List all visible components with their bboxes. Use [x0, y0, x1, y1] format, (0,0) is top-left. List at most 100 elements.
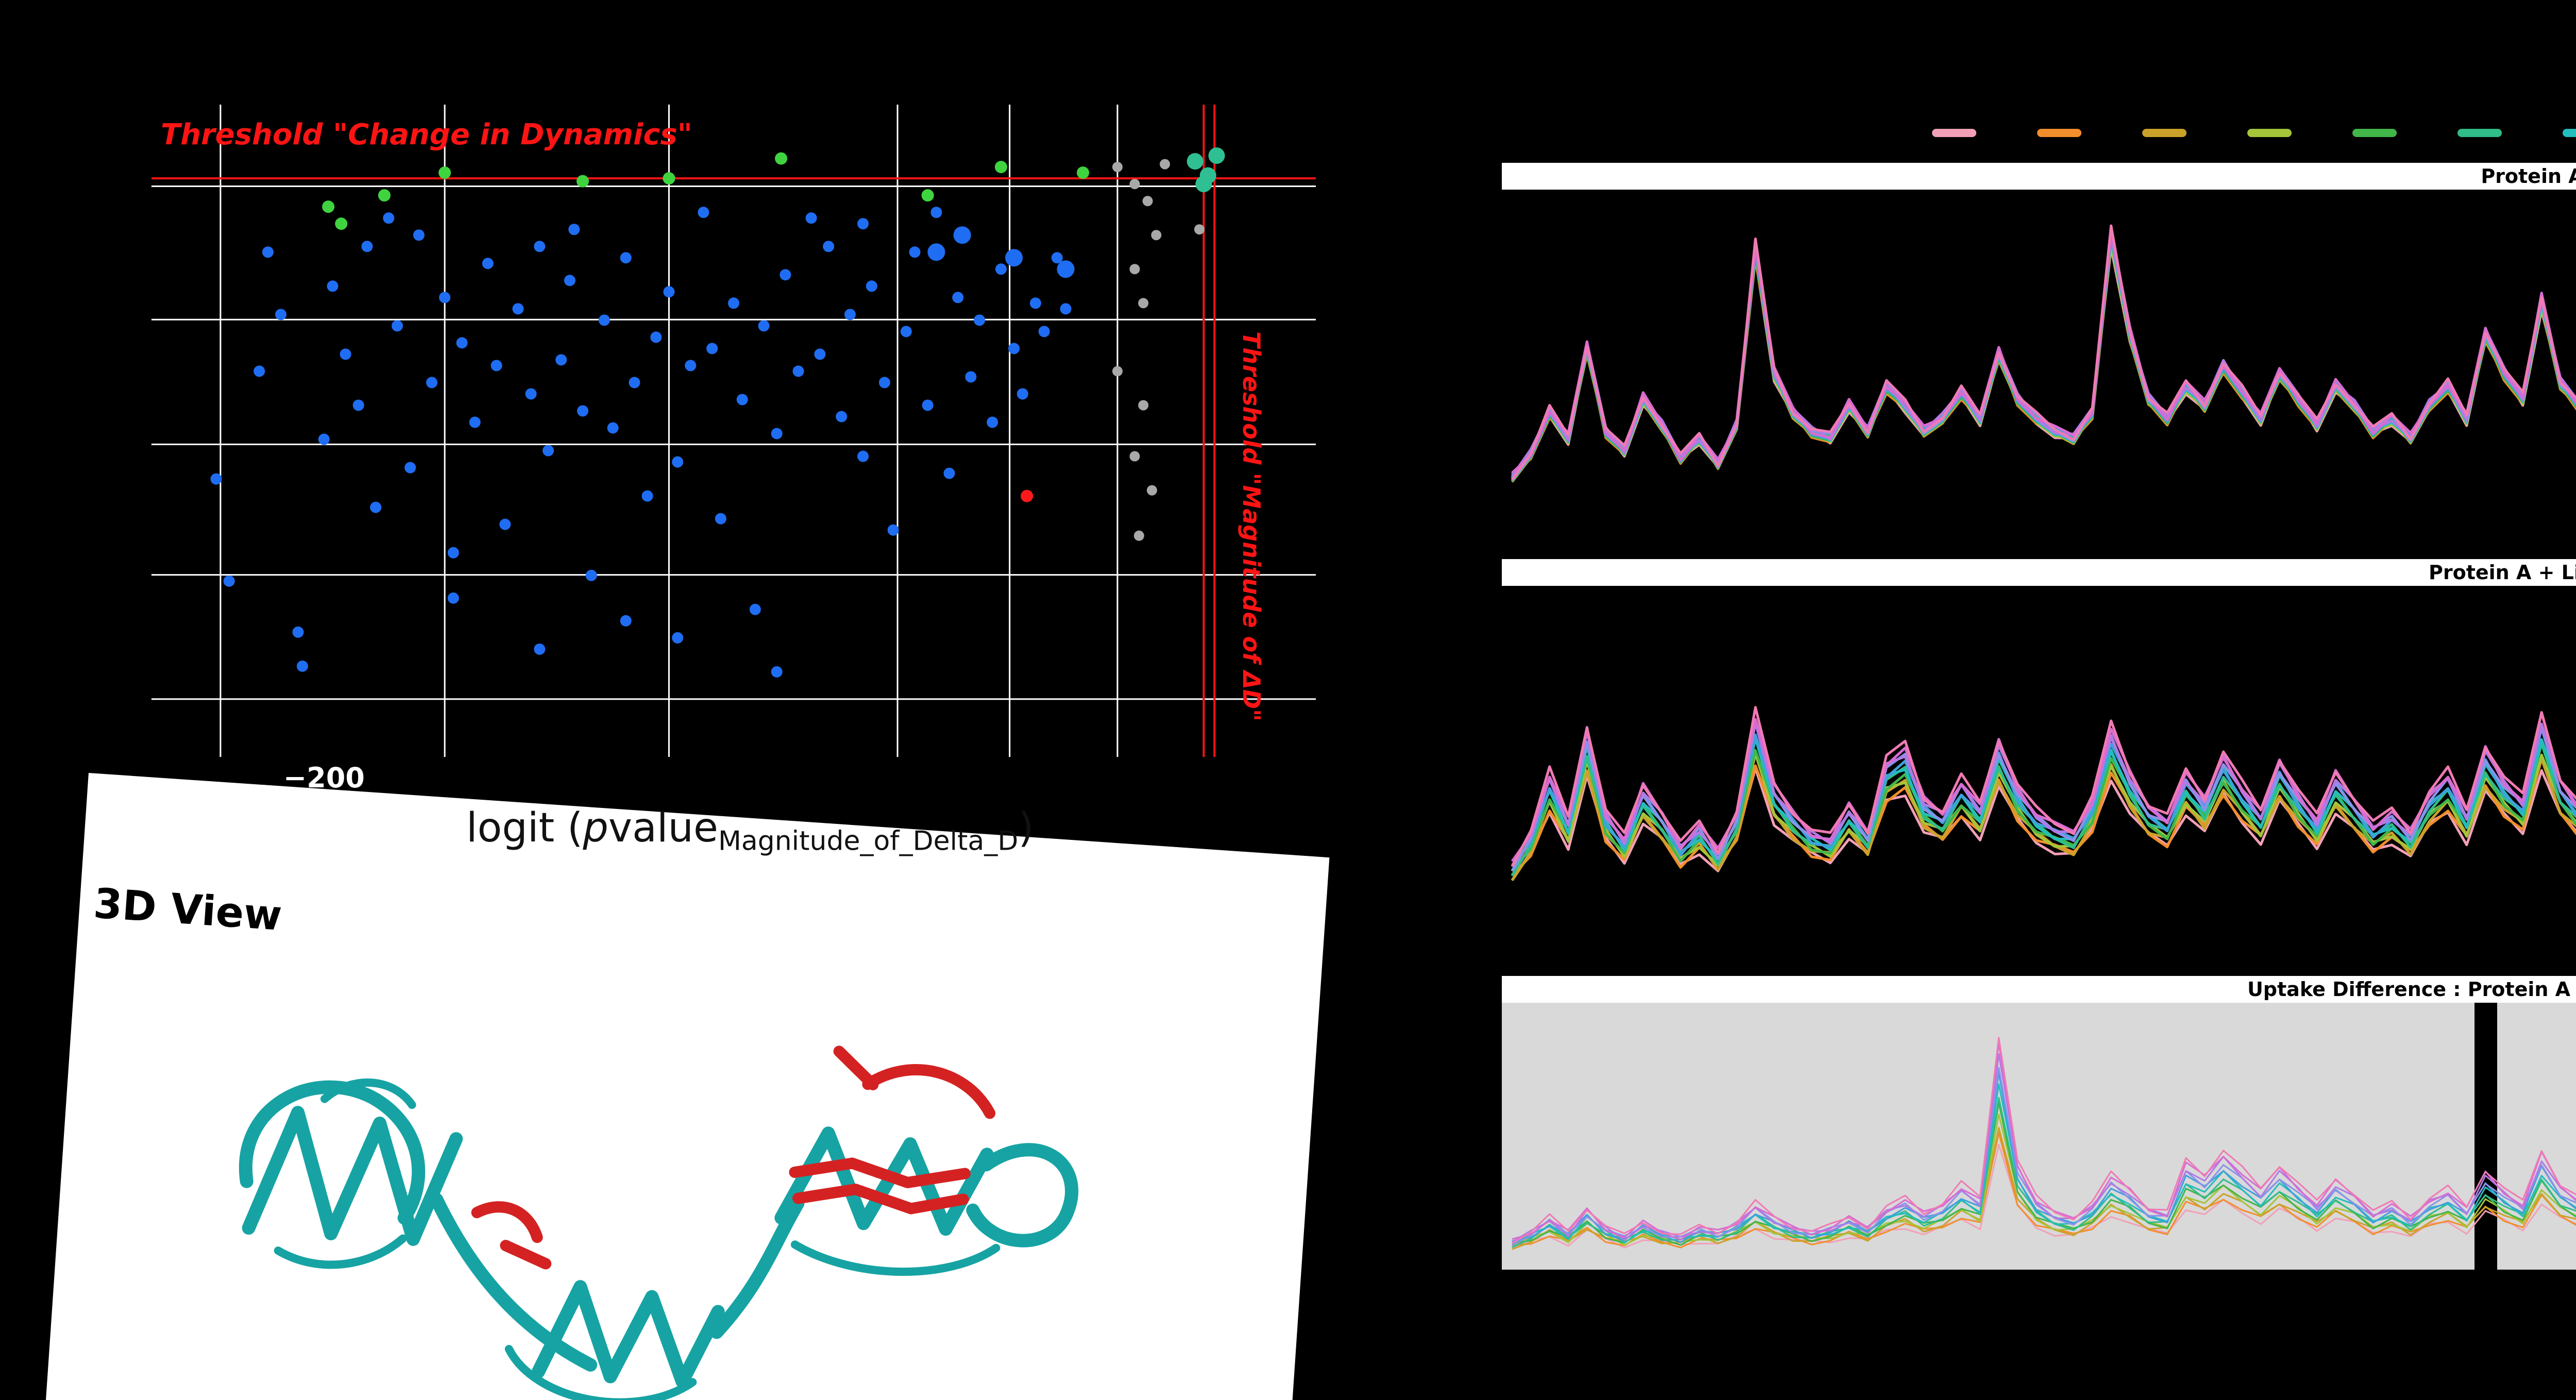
scatter-point-blue[interactable] [292, 626, 304, 638]
scatter-point-blue[interactable] [805, 212, 817, 224]
scatter-point-gray[interactable] [1194, 224, 1205, 235]
scatter-point-blue[interactable] [318, 433, 330, 445]
3d-view-panel[interactable]: 3D View [39, 773, 1330, 1400]
scatter-point-blue[interactable] [1016, 388, 1028, 400]
scatter-point-green[interactable] [663, 172, 675, 185]
scatter-point-blue[interactable] [857, 218, 869, 230]
scatter-point-blue[interactable] [361, 241, 373, 252]
scatter-point-blue[interactable] [456, 337, 468, 349]
legend-swatch[interactable] [2037, 129, 2081, 137]
scatter-point-blue[interactable] [426, 377, 438, 389]
scatter-point-blue[interactable] [1060, 303, 1072, 315]
scatter-point-gray[interactable] [1129, 264, 1140, 275]
scatter-point-gray[interactable] [1129, 179, 1140, 190]
legend-swatch[interactable] [2563, 129, 2576, 137]
scatter-point-blue[interactable] [844, 309, 856, 321]
scatter-point-blue[interactable] [771, 666, 783, 678]
scatter-point-blue[interactable] [900, 326, 912, 338]
protein-structure[interactable] [170, 936, 1158, 1400]
scatter-point-blue[interactable] [1038, 326, 1050, 338]
scatter-point-blue[interactable] [577, 405, 589, 417]
scatter-point-teal_cluster[interactable] [1195, 176, 1212, 193]
scatter-point-blue[interactable] [413, 229, 425, 241]
scatter-point-blue[interactable] [922, 399, 934, 411]
scatter-point-blue[interactable] [620, 615, 632, 627]
scatter-point-blue[interactable] [262, 246, 274, 258]
scatter-point-blue[interactable] [370, 501, 382, 513]
scatter-point-blue[interactable] [943, 467, 955, 479]
uptake-plot-protein-a-ligand-canvas[interactable] [1502, 586, 2576, 943]
legend-swatch[interactable] [2247, 129, 2292, 137]
scatter-point-blue[interactable] [857, 450, 869, 462]
scatter-point-blue[interactable] [447, 592, 459, 604]
scatter-point-blue[interactable] [253, 365, 265, 377]
scatter-point-blue[interactable] [758, 320, 770, 332]
scatter-point-gray[interactable] [1160, 159, 1171, 170]
scatter-point-blue[interactable] [866, 280, 877, 292]
scatter-point-blue_large[interactable] [927, 243, 945, 261]
scatter-point-blue[interactable] [275, 309, 287, 321]
scatter-point-blue[interactable] [555, 354, 567, 366]
scatter-point-gray[interactable] [1138, 298, 1149, 309]
scatter-point-green[interactable] [438, 166, 451, 179]
scatter-point-blue[interactable] [952, 292, 964, 303]
scatter-point-blue[interactable] [672, 456, 684, 468]
scatter-point-blue[interactable] [340, 348, 351, 360]
scatter-point-blue[interactable] [620, 252, 632, 264]
scatter-point-blue[interactable] [327, 280, 338, 292]
scatter-point-blue[interactable] [525, 388, 537, 400]
scatter-point-blue[interactable] [512, 303, 524, 315]
scatter-point-blue[interactable] [296, 660, 308, 672]
scatter-point-blue[interactable] [814, 348, 826, 360]
scatter-point-blue[interactable] [543, 445, 554, 457]
scatter-point-blue[interactable] [698, 207, 709, 218]
uptake-difference-plot-canvas[interactable] [1502, 1003, 2576, 1270]
scatter-point-blue[interactable] [779, 269, 791, 281]
scatter-point-blue[interactable] [650, 331, 662, 343]
scatter-point-blue[interactable] [965, 371, 977, 383]
scatter-point-green[interactable] [577, 175, 589, 188]
scatter-point-blue[interactable] [930, 207, 942, 218]
scatter-point-red[interactable] [1021, 490, 1033, 502]
scatter-point-blue[interactable] [706, 343, 718, 355]
scatter-point-blue_large[interactable] [1057, 260, 1075, 278]
scatter-point-blue[interactable] [210, 473, 222, 485]
scatter-point-blue[interactable] [749, 603, 761, 615]
scatter-point-blue[interactable] [715, 513, 726, 525]
scatter-point-gray[interactable] [1138, 400, 1149, 411]
scatter-point-blue[interactable] [629, 377, 640, 389]
scatter-point-blue_large[interactable] [953, 226, 971, 244]
scatter-point-blue[interactable] [469, 416, 481, 428]
scatter-point-blue[interactable] [447, 547, 459, 559]
scatter-point-blue[interactable] [836, 411, 848, 423]
scatter-point-green[interactable] [921, 189, 934, 202]
scatter-point-blue[interactable] [564, 275, 575, 286]
scatter-point-blue_large[interactable] [1005, 249, 1023, 267]
scatter-point-blue[interactable] [672, 632, 684, 644]
scatter-point-blue[interactable] [823, 241, 835, 252]
scatter-point-blue[interactable] [352, 399, 364, 411]
scatter-point-gray[interactable] [1112, 162, 1123, 173]
scatter-point-green[interactable] [994, 161, 1007, 174]
uptake-plot-protein-a[interactable] [1502, 190, 2576, 550]
scatter-point-blue[interactable] [404, 462, 416, 474]
scatter-point-blue[interactable] [482, 258, 494, 269]
legend-swatch[interactable] [2352, 129, 2397, 137]
scatter-point-blue[interactable] [607, 422, 619, 434]
scatter-point-blue[interactable] [1051, 252, 1063, 264]
scatter-point-green[interactable] [1077, 166, 1089, 179]
scatter-point-blue[interactable] [987, 416, 998, 428]
scatter-point-blue[interactable] [878, 377, 890, 389]
scatter-point-blue[interactable] [439, 292, 451, 303]
scatter-point-green[interactable] [378, 189, 391, 202]
scatter-point-blue[interactable] [1008, 343, 1020, 355]
scatter-point-blue[interactable] [663, 286, 675, 298]
scatter-point-green[interactable] [322, 200, 335, 213]
scatter-point-blue[interactable] [568, 224, 580, 235]
scatter-point-blue[interactable] [974, 314, 986, 326]
scatter-point-blue[interactable] [598, 314, 610, 326]
uptake-difference-plot[interactable] [1502, 1003, 2576, 1270]
scatter-point-teal_cluster[interactable] [1187, 153, 1204, 170]
volcano-plot[interactable] [151, 105, 1316, 757]
legend-swatch[interactable] [2142, 129, 2187, 137]
